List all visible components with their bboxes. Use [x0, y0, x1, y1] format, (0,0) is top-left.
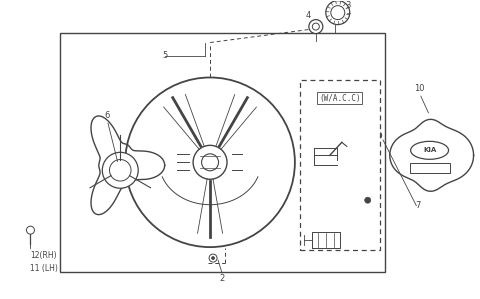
- Circle shape: [209, 254, 217, 262]
- Text: 6: 6: [105, 111, 110, 120]
- Circle shape: [374, 131, 382, 139]
- Circle shape: [212, 257, 215, 260]
- Circle shape: [312, 23, 319, 30]
- Circle shape: [109, 159, 131, 181]
- Circle shape: [125, 77, 295, 247]
- Text: 3: 3: [345, 1, 350, 10]
- Text: (W/A.C.C): (W/A.C.C): [319, 94, 360, 103]
- Text: KIA: KIA: [423, 147, 436, 153]
- Circle shape: [202, 154, 218, 171]
- Text: 5: 5: [163, 51, 168, 60]
- Text: 2: 2: [219, 274, 225, 283]
- Text: 10: 10: [414, 84, 425, 93]
- Text: 11 (LH): 11 (LH): [30, 263, 59, 273]
- Text: 4: 4: [305, 11, 311, 20]
- Text: 1: 1: [355, 181, 360, 190]
- Text: 12(RH): 12(RH): [30, 251, 57, 260]
- Bar: [300, 80, 380, 250]
- Circle shape: [193, 145, 227, 179]
- Circle shape: [331, 6, 345, 20]
- Bar: [60, 33, 384, 272]
- Circle shape: [26, 226, 35, 234]
- Circle shape: [326, 1, 350, 25]
- Ellipse shape: [410, 141, 448, 159]
- Bar: [409, 163, 450, 173]
- Circle shape: [309, 20, 323, 33]
- Text: 9: 9: [320, 221, 325, 230]
- Circle shape: [102, 152, 138, 188]
- Text: 7: 7: [415, 201, 420, 210]
- Text: 8: 8: [320, 94, 325, 103]
- Circle shape: [365, 197, 371, 203]
